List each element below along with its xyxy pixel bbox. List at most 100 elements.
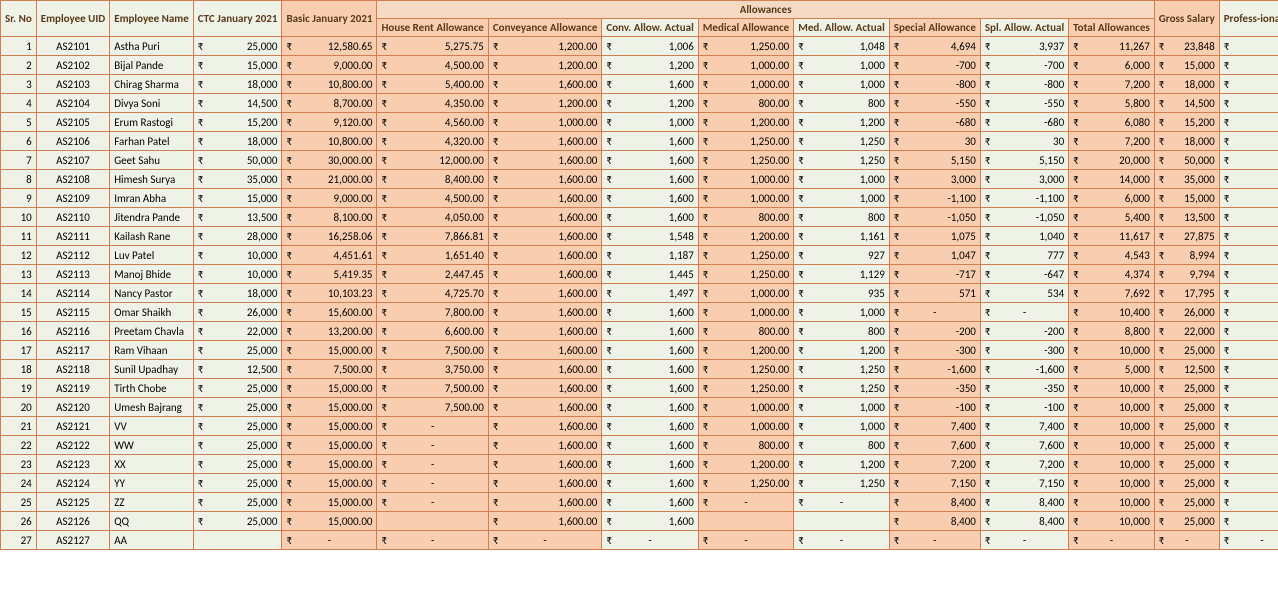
cell-ctc: ₹35,000	[193, 170, 282, 189]
cell-conva: ₹1,600	[602, 455, 698, 474]
cell-basic: ₹10,800.00	[282, 132, 377, 151]
cell-sr: 2	[1, 56, 37, 75]
cell-tot: ₹11,267	[1069, 37, 1155, 56]
cell-meda: ₹935	[794, 284, 890, 303]
cell-sr: 9	[1, 189, 37, 208]
cell-spla: ₹777	[980, 246, 1068, 265]
cell-hra: ₹4,500.00	[377, 189, 488, 208]
cell-name: XX	[110, 455, 194, 474]
cell-sr: 10	[1, 208, 37, 227]
cell-gross: ₹17,795	[1154, 284, 1219, 303]
cell-meda: ₹1,000	[794, 170, 890, 189]
cell-tot: ₹7,200	[1069, 132, 1155, 151]
cell-conva: ₹1,000	[602, 113, 698, 132]
cell-ptax: ₹500	[1219, 151, 1278, 170]
cell-gross: ₹23,848	[1154, 37, 1219, 56]
cell-conva: ₹1,600	[602, 170, 698, 189]
cell-name: Chirag Sharma	[110, 75, 194, 94]
cell-med: ₹1,000.00	[698, 398, 793, 417]
table-row: 3AS2103Chirag Sharma₹18,000₹10,800.00₹5,…	[1, 75, 1278, 94]
cell-conva: ₹1,600	[602, 417, 698, 436]
cell-sr: 1	[1, 37, 37, 56]
cell-meda: ₹800	[794, 436, 890, 455]
cell-meda: ₹927	[794, 246, 890, 265]
cell-ptax: ₹500	[1219, 75, 1278, 94]
cell-basic: ₹16,258.06	[282, 227, 377, 246]
cell-spl: ₹-300	[889, 341, 980, 360]
table-row: 4AS2104Divya Soni₹14,500₹8,700.00₹4,350.…	[1, 94, 1278, 113]
table-body: 1AS2101Astha Puri₹25,000₹12,580.65₹5,275…	[1, 37, 1278, 550]
cell-ctc: ₹10,000	[193, 246, 282, 265]
cell-spla: ₹-1,600	[980, 360, 1068, 379]
cell-tot: ₹8,800	[1069, 322, 1155, 341]
cell-ptax: ₹500	[1219, 265, 1278, 284]
cell-sr: 24	[1, 474, 37, 493]
cell-med: ₹1,200.00	[698, 227, 793, 246]
table-row: 16AS2116Preetam Chavla₹22,000₹13,200.00₹…	[1, 322, 1278, 341]
cell-gross: ₹26,000	[1154, 303, 1219, 322]
cell-hra: ₹-	[377, 455, 488, 474]
cell-ptax: ₹500	[1219, 455, 1278, 474]
cell-conv: ₹1,200.00	[488, 56, 602, 75]
cell-hra: ₹-	[377, 531, 488, 550]
cell-sr: 15	[1, 303, 37, 322]
cell-ctc: ₹25,000	[193, 379, 282, 398]
cell-name: Astha Puri	[110, 37, 194, 56]
header-gross: Gross Salary	[1154, 1, 1219, 37]
cell-uid: AS2113	[36, 265, 109, 284]
cell-basic: ₹15,000.00	[282, 493, 377, 512]
cell-name: AA	[110, 531, 194, 550]
cell-meda: ₹1,250	[794, 474, 890, 493]
cell-spla: ₹7,600	[980, 436, 1068, 455]
cell-med: ₹800.00	[698, 94, 793, 113]
cell-uid: AS2119	[36, 379, 109, 398]
cell-tot: ₹4,543	[1069, 246, 1155, 265]
cell-conva: ₹1,200	[602, 56, 698, 75]
cell-ctc: ₹25,000	[193, 398, 282, 417]
cell-spla: ₹-350	[980, 379, 1068, 398]
cell-tot: ₹5,800	[1069, 94, 1155, 113]
cell-basic: ₹9,120.00	[282, 113, 377, 132]
table-row: 21AS2121VV₹25,000₹15,000.00₹-₹1,600.00₹1…	[1, 417, 1278, 436]
cell-spl: ₹-1,600	[889, 360, 980, 379]
cell-name: Luv Patel	[110, 246, 194, 265]
cell-basic: ₹30,000.00	[282, 151, 377, 170]
header-ctc: CTC January 2021	[193, 1, 282, 37]
cell-meda: ₹800	[794, 94, 890, 113]
cell-ptax: ₹500	[1219, 303, 1278, 322]
cell-basic: ₹15,000.00	[282, 512, 377, 531]
cell-conv: ₹1,600.00	[488, 455, 602, 474]
table-row: 15AS2115Omar Shaikh₹26,000₹15,600.00₹7,8…	[1, 303, 1278, 322]
cell-tot: ₹10,000	[1069, 455, 1155, 474]
cell-gross: ₹25,000	[1154, 436, 1219, 455]
cell-name: Geet Sahu	[110, 151, 194, 170]
cell-spla: ₹-700	[980, 56, 1068, 75]
cell-spl: ₹-	[889, 303, 980, 322]
cell-name: WW	[110, 436, 194, 455]
cell-spla: ₹-100	[980, 398, 1068, 417]
cell-tot: ₹4,374	[1069, 265, 1155, 284]
cell-spl: ₹-550	[889, 94, 980, 113]
cell-meda: ₹1,048	[794, 37, 890, 56]
cell-ptax: ₹500	[1219, 493, 1278, 512]
cell-ptax: ₹500	[1219, 170, 1278, 189]
cell-conv: ₹1,000.00	[488, 113, 602, 132]
cell-hra: ₹7,866.81	[377, 227, 488, 246]
cell-spla: ₹-680	[980, 113, 1068, 132]
cell-hra	[377, 512, 488, 531]
cell-ctc: ₹15,000	[193, 56, 282, 75]
header-basic: Basic January 2021	[282, 1, 377, 37]
cell-hra: ₹5,400.00	[377, 75, 488, 94]
cell-tot: ₹10,000	[1069, 379, 1155, 398]
cell-ptax: ₹500	[1219, 189, 1278, 208]
cell-uid: AS2126	[36, 512, 109, 531]
salary-table: Sr. No Employee UID Employee Name CTC Ja…	[0, 0, 1278, 550]
cell-uid: AS2116	[36, 322, 109, 341]
cell-ptax: ₹500	[1219, 360, 1278, 379]
cell-sr: 6	[1, 132, 37, 151]
cell-name: YY	[110, 474, 194, 493]
cell-med: ₹1,000.00	[698, 303, 793, 322]
cell-gross: ₹25,000	[1154, 398, 1219, 417]
cell-spla: ₹5,150	[980, 151, 1068, 170]
cell-sr: 8	[1, 170, 37, 189]
